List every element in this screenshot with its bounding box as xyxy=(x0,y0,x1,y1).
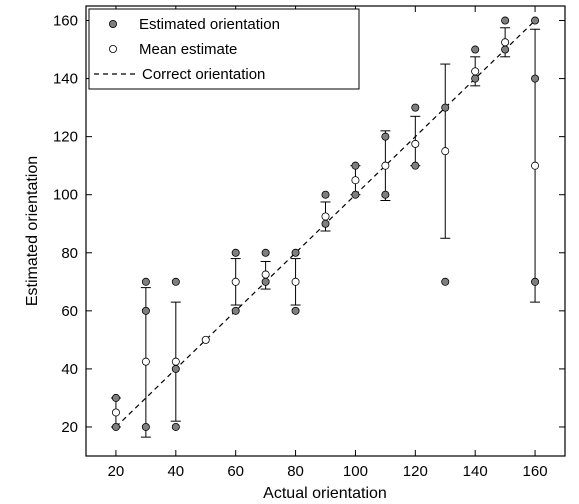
estimated-point xyxy=(471,74,480,83)
x-tick-label: 60 xyxy=(227,463,244,480)
y-tick-label: 80 xyxy=(61,245,78,262)
plot-frame xyxy=(85,5,566,457)
estimated-point xyxy=(261,277,270,286)
mean-point xyxy=(471,67,480,76)
estimated-point xyxy=(171,364,180,373)
estimated-point xyxy=(531,277,540,286)
mean-point xyxy=(381,161,390,170)
mean-point xyxy=(171,357,180,366)
mean-point xyxy=(501,38,510,47)
estimated-point xyxy=(141,422,150,431)
y-tick-label: 120 xyxy=(53,129,78,146)
x-ticks: 20 40 60 80 100 120 140 160 xyxy=(108,6,548,480)
estimated-point xyxy=(441,277,450,286)
estimated-point xyxy=(261,248,270,257)
y-tick-label: 60 xyxy=(61,303,78,320)
estimated-point xyxy=(141,277,150,286)
estimated-point xyxy=(321,190,330,199)
x-tick-label: 80 xyxy=(287,463,304,480)
estimated-point xyxy=(501,45,510,54)
legend-estimated-marker xyxy=(109,19,118,28)
legend-correct-label: Correct orientation xyxy=(142,66,265,83)
mean-point xyxy=(201,335,210,344)
x-tick-label: 120 xyxy=(403,463,428,480)
estimated-point xyxy=(351,190,360,199)
y-ticks: 20 40 60 80 100 120 140 160 xyxy=(53,13,565,436)
estimated-point xyxy=(411,161,420,170)
estimated-point xyxy=(291,306,300,315)
mean-point xyxy=(351,176,360,185)
estimated-point xyxy=(411,103,420,112)
y-tick-label: 100 xyxy=(53,187,78,204)
estimated-point xyxy=(111,393,120,402)
estimated-point xyxy=(171,277,180,286)
estimated-point xyxy=(441,103,450,112)
estimated-point xyxy=(111,422,120,431)
mean-point xyxy=(531,161,540,170)
mean-points xyxy=(111,38,540,417)
mean-point xyxy=(441,147,450,156)
mean-point xyxy=(411,139,420,148)
estimated-point xyxy=(531,74,540,83)
legend-mean-label: Mean estimate xyxy=(139,41,237,58)
mean-point xyxy=(231,277,240,286)
estimated-points xyxy=(111,16,540,431)
legend-estimated-label: Estimated orientation xyxy=(139,16,280,33)
mean-point xyxy=(261,270,270,279)
estimated-point xyxy=(531,16,540,25)
y-axis-label: Estimated orientation xyxy=(24,156,41,306)
y-tick-label: 40 xyxy=(61,361,78,378)
estimated-point xyxy=(291,248,300,257)
estimated-point xyxy=(231,248,240,257)
estimated-point xyxy=(501,16,510,25)
estimated-point xyxy=(471,45,480,54)
estimated-point xyxy=(381,190,390,199)
y-tick-label: 20 xyxy=(61,419,78,436)
estimated-point xyxy=(351,161,360,170)
estimated-point xyxy=(171,422,180,431)
estimated-point xyxy=(381,132,390,141)
legend: Estimated orientation Mean estimate Corr… xyxy=(88,8,360,90)
x-tick-label: 40 xyxy=(167,463,184,480)
estimated-point xyxy=(141,306,150,315)
x-tick-label: 140 xyxy=(463,463,488,480)
mean-point xyxy=(291,277,300,286)
legend-box xyxy=(88,8,360,90)
y-tick-label: 140 xyxy=(53,71,78,88)
mean-point xyxy=(111,408,120,417)
x-axis-label: Actual orientation xyxy=(263,485,387,502)
y-tick-label: 160 xyxy=(53,13,78,30)
estimated-point xyxy=(231,306,240,315)
estimated-point xyxy=(321,219,330,228)
x-tick-label: 100 xyxy=(343,463,368,480)
mean-point xyxy=(321,212,330,221)
mean-point xyxy=(141,357,150,366)
x-tick-label: 160 xyxy=(523,463,548,480)
legend-mean-marker xyxy=(109,45,118,54)
x-tick-label: 20 xyxy=(108,463,125,480)
